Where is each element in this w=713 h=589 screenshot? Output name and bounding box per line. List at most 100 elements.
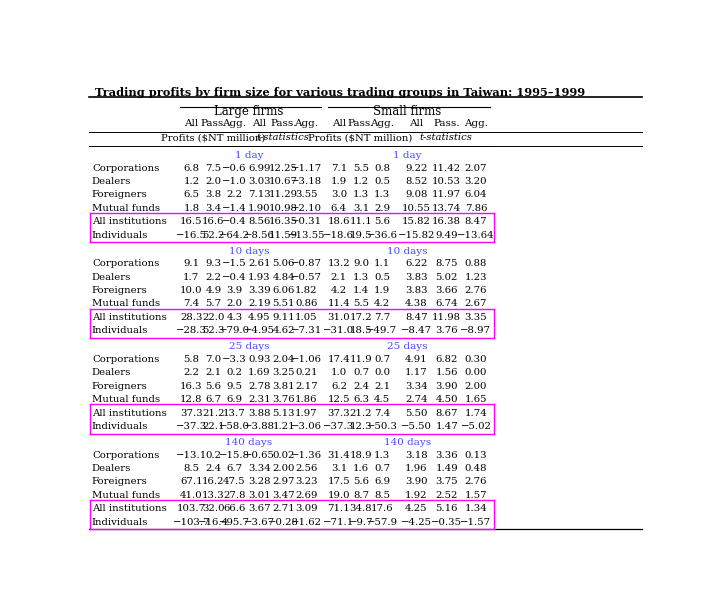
Text: Corporations: Corporations (92, 259, 159, 269)
Text: All institutions: All institutions (92, 217, 167, 226)
Text: 7.4: 7.4 (183, 299, 200, 309)
Text: 13.2: 13.2 (327, 259, 350, 269)
Text: 3.1: 3.1 (353, 204, 369, 213)
Text: 6.9: 6.9 (374, 478, 390, 487)
Text: 4.2: 4.2 (331, 286, 347, 295)
Text: 6.2: 6.2 (331, 382, 347, 391)
Text: 2.69: 2.69 (295, 491, 317, 500)
Text: Dealers: Dealers (92, 177, 131, 186)
Text: 2.4: 2.4 (353, 382, 369, 391)
Text: 9.5: 9.5 (227, 382, 242, 391)
Text: 5.5: 5.5 (353, 164, 369, 173)
Text: 2.1: 2.1 (205, 369, 222, 378)
Text: 4.38: 4.38 (405, 299, 428, 309)
Text: 6.8: 6.8 (183, 164, 200, 173)
Text: 3.01: 3.01 (248, 491, 271, 500)
Text: −0.4: −0.4 (222, 273, 247, 282)
Text: 4.5: 4.5 (374, 395, 390, 404)
Text: 2.1: 2.1 (331, 273, 347, 282)
Text: 10.53: 10.53 (432, 177, 461, 186)
Text: Corporations: Corporations (92, 355, 159, 364)
Text: 10.67: 10.67 (269, 177, 298, 186)
Text: −15.8: −15.8 (219, 451, 250, 460)
Text: 2.2: 2.2 (183, 369, 200, 378)
Text: Corporations: Corporations (92, 164, 159, 173)
Text: 2.17: 2.17 (295, 382, 317, 391)
Text: 31.0: 31.0 (327, 313, 350, 322)
Text: 5.06: 5.06 (272, 259, 294, 269)
Text: Mutual funds: Mutual funds (92, 491, 160, 500)
Text: 25 days: 25 days (229, 342, 269, 352)
Text: 3.4: 3.4 (205, 204, 222, 213)
Text: 1.05: 1.05 (295, 313, 317, 322)
Text: 2.0: 2.0 (205, 177, 222, 186)
Text: 12.8: 12.8 (180, 395, 202, 404)
Text: 2.2: 2.2 (227, 190, 242, 200)
Text: 0.7: 0.7 (374, 355, 390, 364)
Text: 7.7: 7.7 (374, 313, 390, 322)
Text: 4.3: 4.3 (226, 313, 242, 322)
Text: 3.81: 3.81 (272, 382, 295, 391)
Text: 12.3: 12.3 (349, 422, 372, 431)
Text: 140 days: 140 days (225, 438, 272, 447)
Text: 3.8: 3.8 (205, 190, 222, 200)
Text: 28.3: 28.3 (180, 313, 202, 322)
Text: −13.55: −13.55 (287, 230, 325, 240)
Text: 21.2: 21.2 (350, 409, 372, 418)
Text: 8.52: 8.52 (405, 177, 427, 186)
Text: 0.2: 0.2 (227, 369, 242, 378)
Text: 11.1: 11.1 (349, 217, 372, 226)
Text: 0.7: 0.7 (353, 369, 369, 378)
Text: 0.00: 0.00 (465, 369, 487, 378)
Text: 103.7: 103.7 (177, 504, 206, 513)
Text: −18.6: −18.6 (324, 230, 354, 240)
Text: 52.2: 52.2 (202, 230, 225, 240)
Text: 2.52: 2.52 (436, 491, 458, 500)
Text: 1 day: 1 day (393, 151, 421, 160)
Text: Pass.: Pass. (348, 119, 374, 128)
Text: −1.17: −1.17 (291, 164, 322, 173)
Text: 2.78: 2.78 (248, 382, 270, 391)
Text: 4.2: 4.2 (374, 299, 390, 309)
Text: 1.90: 1.90 (248, 204, 270, 213)
Text: Small firms: Small firms (374, 105, 441, 118)
Text: 5.7: 5.7 (205, 299, 222, 309)
Text: 3.90: 3.90 (436, 382, 458, 391)
Text: −1.5: −1.5 (222, 259, 247, 269)
Text: 2.4: 2.4 (205, 464, 222, 473)
Text: 140 days: 140 days (384, 438, 431, 447)
Text: 18.6: 18.6 (328, 217, 350, 226)
Text: Individuals: Individuals (92, 518, 148, 527)
Text: 4.25: 4.25 (405, 504, 428, 513)
Text: 6.7: 6.7 (205, 395, 222, 404)
Text: Pass.: Pass. (270, 119, 297, 128)
Text: −15.82: −15.82 (398, 230, 435, 240)
Text: −3.06: −3.06 (291, 422, 322, 431)
Text: Pass.: Pass. (434, 119, 460, 128)
Text: 1.65: 1.65 (465, 395, 487, 404)
Text: −0.4: −0.4 (222, 217, 247, 226)
Text: −0.87: −0.87 (291, 259, 322, 269)
Text: All: All (409, 119, 424, 128)
Text: 3.0: 3.0 (331, 190, 347, 200)
Text: 1.74: 1.74 (465, 409, 487, 418)
Text: 3.67: 3.67 (248, 504, 271, 513)
Text: 2.19: 2.19 (248, 299, 270, 309)
Text: 47.5: 47.5 (223, 478, 246, 487)
Text: 16.3: 16.3 (180, 382, 202, 391)
Text: 5.16: 5.16 (436, 504, 458, 513)
Text: −0.6: −0.6 (222, 164, 247, 173)
Text: 11.29: 11.29 (269, 190, 298, 200)
Text: 4.91: 4.91 (405, 355, 428, 364)
Text: 8.47: 8.47 (465, 217, 487, 226)
Text: −0.35: −0.35 (431, 518, 462, 527)
Text: 9.08: 9.08 (405, 190, 427, 200)
Text: Corporations: Corporations (92, 451, 159, 460)
Text: 6.74: 6.74 (436, 299, 458, 309)
Text: 37.3: 37.3 (327, 409, 350, 418)
Text: 67.1: 67.1 (180, 478, 202, 487)
Text: 1.49: 1.49 (436, 464, 458, 473)
Text: −37.3: −37.3 (323, 422, 354, 431)
Text: 1.8: 1.8 (183, 204, 200, 213)
Text: 0.21: 0.21 (295, 369, 317, 378)
